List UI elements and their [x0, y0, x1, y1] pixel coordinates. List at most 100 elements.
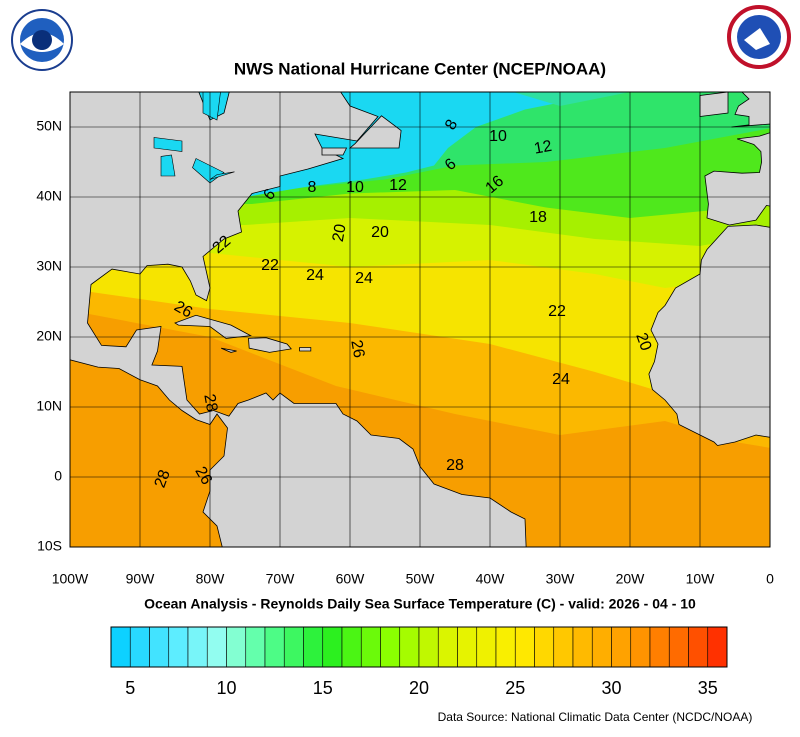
- land: [704, 132, 770, 226]
- colorbar-cell: [264, 626, 285, 668]
- colorbar-cell: [283, 626, 304, 668]
- contour-label: 20: [330, 223, 350, 244]
- land: [221, 347, 237, 353]
- contour-label: 28: [200, 393, 220, 414]
- contour-label: 20: [632, 331, 654, 354]
- longitude-label: 40W: [476, 571, 506, 587]
- longitude-label: 60W: [336, 571, 366, 587]
- lake: [153, 137, 183, 152]
- colorbar-cell: [437, 626, 458, 668]
- latitude-label: 10S: [37, 538, 62, 554]
- colorbar-label: 30: [601, 678, 621, 698]
- colorbar-frame: [110, 626, 728, 668]
- colorbar-label: 35: [698, 678, 718, 698]
- longitude-label: 100W: [52, 571, 89, 587]
- colorbar-cell: [572, 626, 593, 668]
- caption: Ocean Analysis - Reynolds Daily Sea Surf…: [144, 596, 696, 612]
- colorbar-cell: [630, 626, 651, 668]
- latitude-label: 40N: [36, 188, 62, 204]
- land: [321, 147, 348, 156]
- map-frame: [69, 91, 771, 548]
- colorbar-cell: [303, 626, 324, 668]
- longitude-label: 70W: [266, 571, 296, 587]
- colorbar-cell: [611, 626, 632, 668]
- land: [648, 224, 770, 446]
- contour-label: 10: [346, 179, 364, 196]
- colorbar-label: 5: [125, 678, 135, 698]
- colorbar-cell: [187, 626, 208, 668]
- contour-label: 12: [389, 177, 407, 194]
- longitude-label: 30W: [546, 571, 576, 587]
- nws-logo: [727, 5, 791, 69]
- contour-label: 22: [261, 257, 279, 274]
- longitude-label: 90W: [126, 571, 156, 587]
- colorbar-cell: [688, 626, 709, 668]
- colorbar-cell: [245, 626, 266, 668]
- axis-labels: 50N 40N 30N 20N 10N 0 10S 100W 90W 80W 70W 60W 50W 40…: [36, 118, 774, 587]
- colorbar-cell: [591, 626, 612, 668]
- contour-label: 18: [529, 209, 547, 226]
- contour-label: 12: [533, 138, 554, 158]
- cold-water: [513, 92, 630, 106]
- contour-label: 28: [446, 457, 464, 474]
- land: [299, 347, 312, 352]
- lake: [160, 154, 176, 177]
- contour-label: 20: [371, 224, 389, 241]
- colorbar-cell: [534, 626, 555, 668]
- lake: [209, 171, 235, 180]
- colorbar-label: 25: [505, 678, 525, 698]
- colorbar-cell: [129, 626, 150, 668]
- longitude-label: 50W: [406, 571, 436, 587]
- colorbar-cell: [707, 626, 728, 668]
- land: [248, 337, 292, 353]
- title: NWS National Hurricane Center (NCEP/NOAA…: [234, 59, 606, 78]
- latitude-label: 0: [54, 468, 62, 484]
- colorbar-cell: [495, 626, 516, 668]
- colorbar-cell: [226, 626, 247, 668]
- colorbar-cell: [341, 626, 362, 668]
- contour-label: 24: [552, 371, 570, 388]
- colorbar-cell: [322, 626, 343, 668]
- noaa-logo: [11, 9, 73, 71]
- latitude-label: 50N: [36, 118, 62, 134]
- latitude-label: 10N: [36, 398, 62, 414]
- data-source: Data Source: National Climatic Data Cent…: [438, 710, 753, 724]
- colorbar-cell: [206, 626, 227, 668]
- land: [699, 92, 729, 117]
- contour-label: 26: [347, 339, 367, 360]
- colorbar-cell: [476, 626, 497, 668]
- colorbar-cell: [418, 626, 439, 668]
- contour-label: 26: [171, 298, 195, 322]
- land: [731, 92, 770, 128]
- longitude-label: 0: [766, 571, 774, 587]
- colorbar-cell: [149, 626, 170, 668]
- contour-label: 10: [489, 128, 507, 145]
- colorbar-label: 10: [216, 678, 236, 698]
- colorbar-cell: [668, 626, 689, 668]
- colorbar-cell: [514, 626, 535, 668]
- colorbar-cell: [649, 626, 670, 668]
- longitude-label: 10W: [686, 571, 716, 587]
- contour-label: 8: [308, 179, 317, 196]
- lake: [202, 92, 221, 121]
- longitude-label: 20W: [616, 571, 646, 587]
- contour-label: 24: [306, 267, 324, 284]
- colorbar-label: 15: [313, 678, 333, 698]
- colorbar-cell: [360, 626, 381, 668]
- colorbar-cell: [168, 626, 189, 668]
- contour-label: 28: [152, 468, 174, 491]
- colorbar-cell: [110, 626, 131, 668]
- land: [348, 115, 402, 149]
- colorbar-cell: [553, 626, 574, 668]
- colorbar-label: 20: [409, 678, 429, 698]
- colorbar-cell: [457, 626, 478, 668]
- longitude-label: 80W: [196, 571, 226, 587]
- colorbar-cell: [380, 626, 401, 668]
- latitude-label: 20N: [36, 328, 62, 344]
- latitude-label: 30N: [36, 258, 62, 274]
- contour-label: 26: [191, 464, 215, 488]
- contour-label: 24: [355, 270, 373, 287]
- colorbar: 5 10 15 20 25 30 35: [110, 626, 728, 698]
